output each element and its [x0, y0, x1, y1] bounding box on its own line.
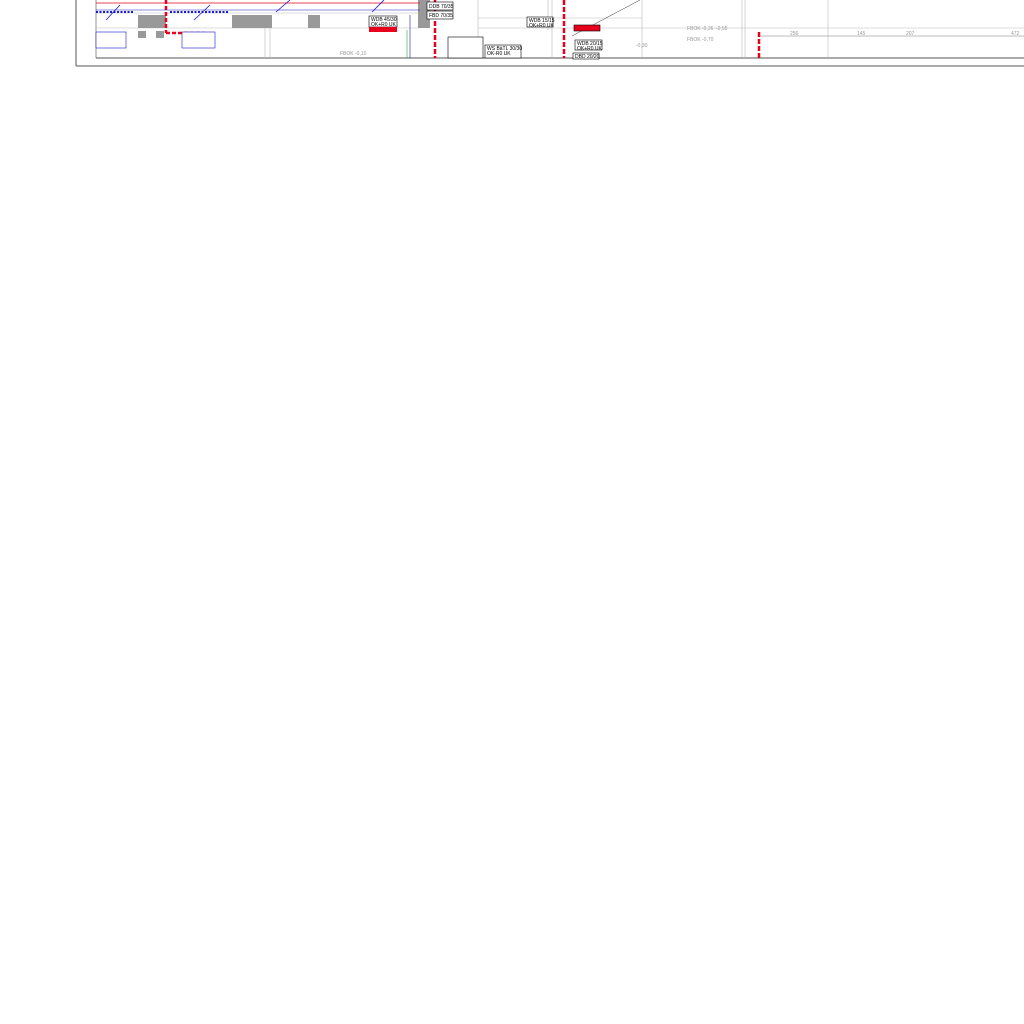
tag-wdb2: WDB 15/15 OK+R0 UK [526, 16, 555, 29]
room-info-box-2 [181, 31, 216, 49]
level-fbok1: FBOK -0,36 [687, 26, 714, 32]
tag-door2: FBD 70/35 [426, 10, 454, 20]
tag-dbd: DBD 20/20 [572, 52, 600, 60]
grid-lines [96, 0, 1024, 58]
tag-wdb3: WDB 20/15 OK+R0 UK [574, 39, 603, 52]
level-mark-2: -0,55 [716, 26, 728, 32]
fire-damper-symbol [573, 24, 601, 32]
wdb1-label-b: OK+R0 UK [371, 22, 397, 28]
ws-label-b: OK-R0 UK [487, 51, 511, 57]
door1-label: DDB 70/35 [429, 4, 454, 10]
dimension-line: 256 145 207 472 [760, 31, 1024, 37]
dimension-label: 256 [790, 31, 799, 37]
level-fbok2: FBOK -0,70 [687, 37, 714, 43]
wdb2-label-a: WDB 15/15 [529, 18, 555, 24]
dimension-label: 472 [1011, 31, 1020, 37]
dbd-label: DBD 20/20 [575, 54, 600, 60]
door2-label: FBD 70/35 [429, 13, 453, 19]
info-table [447, 36, 484, 59]
wdb1-label-a: WDB 45/30 [371, 17, 397, 23]
level-mark: -0,30 [636, 43, 648, 49]
tag-door1: DDB 70/35 [426, 1, 454, 11]
dimension-label: 145 [857, 31, 866, 37]
tag-wdb1: WDB 45/30 OK+R0 UK [368, 15, 398, 32]
dimension-label: 207 [906, 31, 915, 37]
room-info-box-1 [95, 31, 127, 49]
blue-ducts [96, 0, 420, 58]
wdb2-label-b: OK+R0 UK [529, 23, 555, 29]
ws-label-a: WS BäTL 30/30 [487, 46, 522, 52]
sheet-frame [75, 0, 1024, 67]
tag-ws: WS BäTL 30/30 OK-R0 UK [484, 44, 522, 59]
wdb3-label-a: WDB 20/15 [577, 41, 603, 47]
walls [138, 0, 430, 38]
level-fbok3: FBOK -0,10 [340, 51, 367, 57]
wdb3-label-b: OK+R0 UK [577, 46, 603, 52]
